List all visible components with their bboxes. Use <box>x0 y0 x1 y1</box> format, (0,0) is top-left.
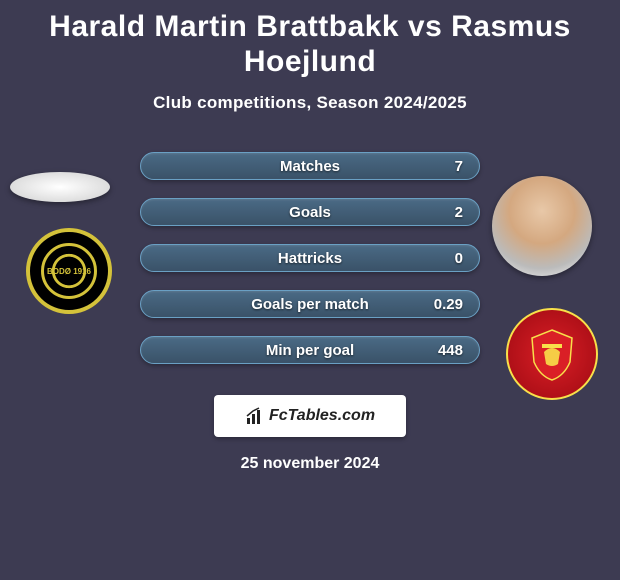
stat-label: Goals <box>289 204 331 221</box>
stat-label: Min per goal <box>266 342 354 359</box>
stat-value: 0.29 <box>434 296 463 313</box>
comparison-subtitle: Club competitions, Season 2024/2025 <box>0 93 620 113</box>
stat-row: Hattricks 0 <box>0 235 620 281</box>
comparison-title: Harald Martin Brattbakk vs Rasmus Hoejlu… <box>0 0 620 79</box>
stat-value: 0 <box>455 250 463 267</box>
stat-row: Goals per match 0.29 <box>0 281 620 327</box>
stat-bar: Matches 7 <box>140 152 480 180</box>
stat-row: Matches 7 <box>0 143 620 189</box>
brand-text: FcTables.com <box>269 407 375 425</box>
stat-label: Hattricks <box>278 250 342 267</box>
stat-bar: Goals 2 <box>140 198 480 226</box>
stat-bar: Goals per match 0.29 <box>140 290 480 318</box>
chart-icon <box>245 406 265 426</box>
brand-box: FcTables.com <box>214 395 406 437</box>
stat-value: 7 <box>455 158 463 175</box>
stats-container: Matches 7 Goals 2 Hattricks 0 Goals per … <box>0 143 620 383</box>
stat-label: Goals per match <box>251 296 369 313</box>
stat-row: Goals 2 <box>0 189 620 235</box>
stat-value: 448 <box>438 342 463 359</box>
stat-bar: Hattricks 0 <box>140 244 480 272</box>
stat-bar: Min per goal 448 <box>140 336 480 364</box>
stat-row: Min per goal 448 <box>0 327 620 373</box>
stat-value: 2 <box>455 204 463 221</box>
stat-label: Matches <box>280 158 340 175</box>
date-text: 25 november 2024 <box>0 455 620 473</box>
